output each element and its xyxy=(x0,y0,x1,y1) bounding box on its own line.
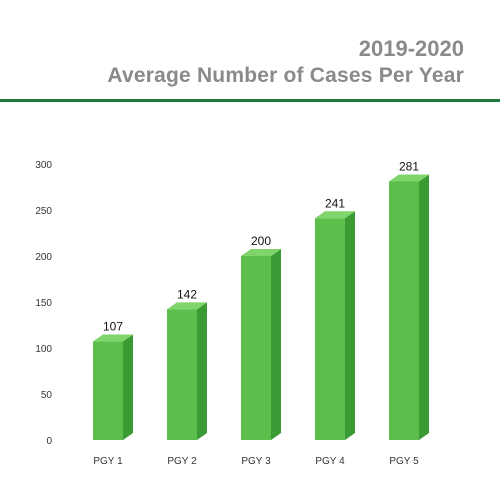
bar-side xyxy=(345,211,355,440)
bar-top xyxy=(241,249,281,256)
bar-top xyxy=(93,334,133,342)
bar-group xyxy=(93,334,133,440)
x-tick-label: PGY 3 xyxy=(241,456,271,467)
title-divider xyxy=(0,99,500,102)
y-tick-label: 200 xyxy=(35,252,52,263)
bar-top xyxy=(315,211,355,219)
chart-header: 2019-2020 Average Number of Cases Per Ye… xyxy=(107,36,464,90)
data-label: 241 xyxy=(325,196,345,210)
bar-group xyxy=(167,302,207,440)
x-tick-label: PGY 4 xyxy=(315,456,345,467)
y-tick-label: 150 xyxy=(35,298,52,309)
y-tick-label: 0 xyxy=(46,436,52,447)
bar xyxy=(93,341,123,440)
x-tick-label: PGY 1 xyxy=(93,456,123,467)
bar-group xyxy=(315,211,355,440)
bar-top xyxy=(389,174,429,182)
x-tick-label: PGY 5 xyxy=(389,456,419,467)
y-tick-label: 100 xyxy=(35,344,52,355)
x-tick-label: PGY 2 xyxy=(167,456,197,467)
bar-top xyxy=(167,302,207,310)
chart-year: 2019-2020 xyxy=(358,36,464,61)
bar-group xyxy=(241,249,281,440)
bar xyxy=(389,181,419,441)
chart-title: Average Number of Cases Per Year xyxy=(107,64,464,87)
data-label: 281 xyxy=(399,159,419,173)
y-tick-label: 50 xyxy=(41,390,53,401)
bar xyxy=(241,256,271,440)
bar-side xyxy=(123,334,133,440)
y-tick-label: 300 xyxy=(35,160,52,171)
bar xyxy=(315,218,345,440)
y-tick-label: 250 xyxy=(35,206,52,217)
data-label: 142 xyxy=(177,287,197,301)
data-label: 200 xyxy=(251,234,271,248)
data-label: 107 xyxy=(103,320,123,334)
bar-side xyxy=(271,249,281,440)
bar-side xyxy=(419,174,429,441)
bar-side xyxy=(197,302,207,440)
bar xyxy=(167,309,197,440)
bar-group xyxy=(389,174,429,441)
